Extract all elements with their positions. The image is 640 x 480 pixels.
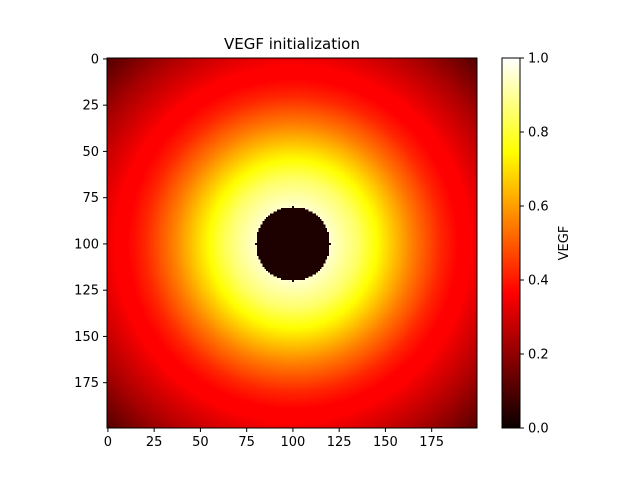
x-tick-label: 25 — [146, 435, 163, 450]
colorbar-tick-label: 0.8 — [528, 126, 549, 141]
plot-area — [106, 57, 478, 429]
y-tick-label: 175 — [74, 376, 99, 391]
colorbar: 0.0 0.2 0.4 0.6 0.8 1.0 VEGF — [501, 52, 572, 437]
y-axis: 0 25 50 75 100 125 150 175 — [74, 52, 107, 391]
colorbar-gradient — [501, 57, 521, 429]
y-tick-label: 50 — [82, 145, 99, 160]
x-tick-label: 125 — [327, 435, 352, 450]
colorbar-tick-label: 0.0 — [528, 422, 549, 437]
heatmap-image — [107, 58, 477, 428]
x-tick-label: 150 — [373, 435, 398, 450]
colorbar-tick-label: 0.4 — [528, 274, 549, 289]
y-tick-label: 75 — [82, 191, 99, 206]
x-tick-label: 175 — [419, 435, 444, 450]
colorbar-label: VEGF — [557, 226, 572, 261]
x-tick-label: 50 — [192, 435, 209, 450]
y-tick-label: 0 — [91, 52, 99, 67]
plot-frame — [106, 57, 478, 429]
y-tick-label: 150 — [74, 330, 99, 345]
x-tick-label: 0 — [104, 435, 112, 450]
colorbar-tick-label: 0.6 — [528, 200, 549, 215]
colorbar-tick-label: 0.2 — [528, 348, 549, 363]
y-tick-label: 25 — [82, 99, 99, 114]
x-tick-label: 75 — [238, 435, 255, 450]
x-axis: 0 25 50 75 100 125 150 175 — [104, 428, 444, 450]
y-tick-label: 100 — [74, 237, 99, 252]
chart-title: VEGF initialization — [224, 35, 360, 53]
y-tick-label: 125 — [74, 284, 99, 299]
x-tick-label: 100 — [281, 435, 306, 450]
colorbar-tick-label: 1.0 — [528, 52, 549, 67]
colorbar-ticks: 0.0 0.2 0.4 0.6 0.8 1.0 — [520, 52, 549, 437]
